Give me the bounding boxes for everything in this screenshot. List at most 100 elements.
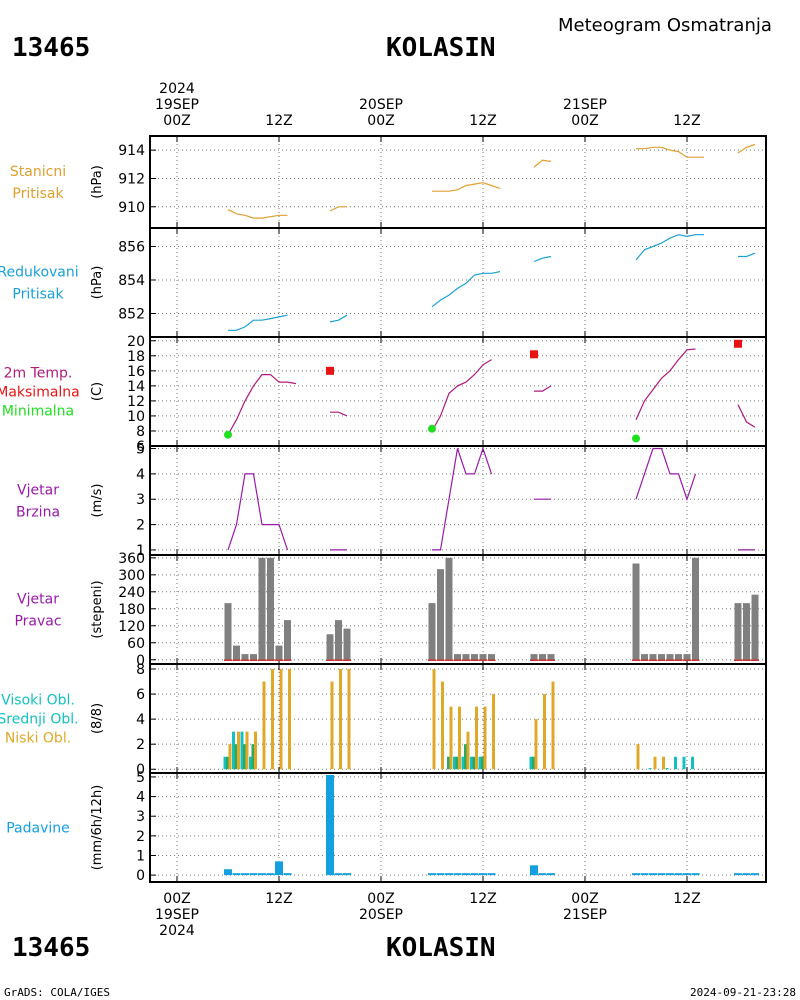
cloud-bar-low	[245, 731, 249, 770]
precipitation-bar	[666, 873, 674, 876]
panel-label: Maksimalna	[0, 385, 80, 401]
panel-label: Stanicni	[10, 164, 66, 180]
wind-direction-bar	[530, 654, 538, 660]
cloud-bar-low	[441, 681, 444, 770]
panel-cloud-cover: 0 2 4 6 8 (8/8) Visoki Obl. Srednji Obl. Niski O…	[0, 662, 767, 778]
wind-direction-bar	[658, 654, 665, 660]
temperature-line-segment	[635, 348, 696, 420]
y-axis-label: (hPa)	[90, 165, 105, 199]
meteogram-panels: 910 912 914 (hPa) Stanicni Pritisak 852 854 856 (…	[0, 135, 767, 884]
y-tick-label: 4	[136, 790, 145, 806]
y-axis-label: (mm/6h/12h)	[90, 785, 105, 871]
cloud-bar-low	[347, 669, 351, 770]
top-axis-label-line1: 2024	[159, 81, 195, 97]
cloud-bar-low	[534, 719, 538, 770]
top-axis-label-line3: 00Z	[571, 113, 598, 129]
bottom-axis-label-line1: 00Z	[571, 891, 598, 907]
y-tick-label: 20	[127, 334, 145, 350]
wind-direction-bar	[445, 557, 453, 660]
y-tick-label: 18	[127, 349, 145, 365]
cloud-bar-mid	[472, 756, 476, 770]
cloud-bar-high	[240, 731, 244, 770]
y-tick-label: 8	[136, 662, 145, 678]
y-tick-label: 910	[118, 200, 145, 216]
bottom-axis-label-line2: 20SEP	[359, 907, 403, 923]
panel-label: Brzina	[16, 505, 60, 521]
y-tick-label: 914	[118, 143, 145, 159]
cloud-bar-high	[461, 756, 465, 770]
y-tick-label: 912	[118, 171, 145, 187]
wind-direction-bar	[743, 603, 750, 660]
precipitation-bar	[453, 873, 462, 876]
wind-direction-bar	[224, 603, 232, 660]
cloud-bar-high	[529, 756, 533, 770]
wind-direction-bar	[641, 654, 648, 660]
wind-direction-bar	[454, 654, 461, 660]
panel-frame	[149, 336, 767, 447]
precipitation-bar	[691, 873, 700, 876]
temperature-line-segment	[330, 411, 348, 417]
series-line-segment	[329, 314, 348, 323]
top-axis-label-line2: 20SEP	[359, 97, 403, 113]
top-axis-label-line3: 12Z	[673, 113, 700, 129]
wind-direction-bar	[275, 645, 283, 660]
precipitation-bar	[538, 873, 547, 876]
cloud-bar-high	[648, 768, 652, 770]
cloud-bar-low	[636, 744, 640, 770]
precipitation-bar	[742, 873, 751, 876]
precipitation-bar	[266, 873, 275, 876]
wind-direction-bar	[734, 603, 742, 660]
cloud-bar-low	[228, 744, 232, 770]
bottom-axis-label-line2: 21SEP	[563, 907, 607, 923]
series-line-segment	[329, 206, 347, 212]
cloud-bar-mid	[481, 756, 484, 770]
cloud-bar-high	[232, 731, 235, 770]
y-tick-label: 6	[136, 439, 145, 455]
panel-label: Vjetar	[17, 483, 59, 499]
bottom-axis-label-line1: 12Z	[673, 891, 700, 907]
series-line-segment	[431, 271, 501, 308]
cloud-bar-mid	[464, 744, 467, 770]
temperature-line-segment	[431, 359, 492, 432]
top-axis-label-line3: 00Z	[163, 113, 190, 129]
precipitation-bar	[683, 873, 691, 876]
y-tick-label: 856	[118, 239, 145, 255]
precipitation-bar	[479, 873, 487, 876]
wind-direction-bar	[335, 620, 342, 660]
y-tick-label: 3	[136, 492, 145, 508]
cloud-bar-low	[279, 669, 283, 770]
cloud-bar-mid	[455, 756, 459, 770]
y-tick-label: 852	[118, 307, 145, 323]
series-line-segment	[227, 473, 289, 551]
y-tick-label: 300	[118, 568, 145, 584]
cloud-bar-low	[449, 706, 453, 770]
wind-direction-bar	[284, 620, 291, 660]
y-tick-label: 10	[127, 409, 145, 425]
cloud-bar-low	[662, 756, 665, 770]
wind-direction-bar	[539, 654, 546, 660]
panel-label: Pravac	[14, 614, 61, 630]
station-id-top: 13465	[12, 33, 90, 63]
footer-timestamp: 2024-09-21-23:28	[690, 986, 796, 999]
cloud-bar-high	[478, 756, 482, 770]
cloud-bar-mid	[532, 756, 535, 770]
y-tick-label: 854	[118, 273, 145, 289]
cloud-bar-low	[551, 681, 555, 770]
y-tick-label: 4	[136, 712, 145, 728]
cloud-bar-low	[262, 681, 266, 770]
min-temp-marker	[224, 430, 232, 439]
station-id-bottom: 13465	[12, 933, 90, 963]
precipitation-bar	[462, 873, 470, 876]
wind-direction-bar	[241, 654, 249, 660]
top-axis-label-line2: 21SEP	[563, 97, 607, 113]
precipitation-bar	[249, 873, 258, 876]
y-tick-label: 3	[136, 809, 145, 825]
panel-label: Pritisak	[12, 186, 64, 202]
cloud-bar-low	[271, 669, 274, 770]
y-axis-label: (m/s)	[90, 484, 105, 518]
y-tick-label: 1	[136, 848, 145, 864]
temperature-line-segment	[534, 385, 552, 392]
